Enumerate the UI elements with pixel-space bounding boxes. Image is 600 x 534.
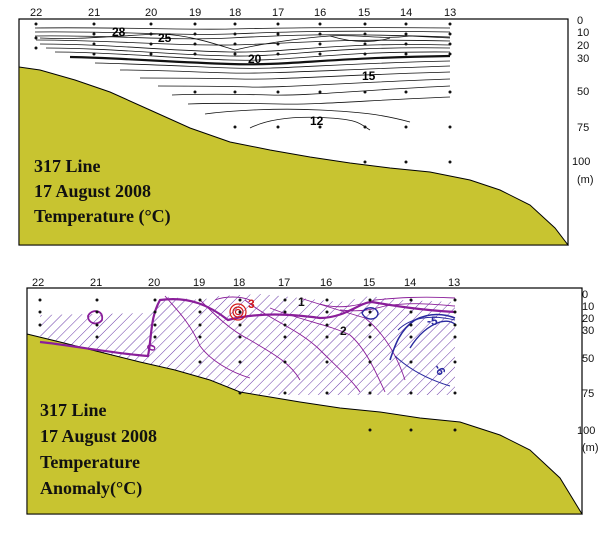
bottom-station-21: 21 xyxy=(90,277,102,289)
top-caption-line1: 317 Line xyxy=(34,156,101,176)
bottom-station-15: 15 xyxy=(363,277,375,289)
bottom-caption-line2: 17 August 2008 xyxy=(40,426,157,446)
bottom-station-22: 22 xyxy=(32,277,44,289)
bottom-contour-label-1: 1 xyxy=(298,295,305,309)
top-station-15: 15 xyxy=(358,7,370,19)
bottom-station-labels: 22 21 20 19 18 17 16 15 14 13 xyxy=(32,277,460,289)
top-caption: 317 Line 17 August 2008 Temperature (°C) xyxy=(34,156,171,227)
top-temperature-contours xyxy=(34,27,451,131)
top-station-17: 17 xyxy=(272,7,284,19)
top-station-13: 13 xyxy=(444,7,456,19)
top-depth-50: 50 xyxy=(577,86,589,98)
bottom-depth-100: 100 xyxy=(577,425,595,437)
top-depth-10: 10 xyxy=(577,27,589,39)
top-depth-labels: 0 10 20 30 50 75 100 (m) xyxy=(572,15,594,186)
top-depth-30: 30 xyxy=(577,53,589,65)
top-caption-line2: 17 August 2008 xyxy=(34,181,151,201)
bottom-station-16: 16 xyxy=(320,277,332,289)
top-station-labels: 22 21 20 19 18 17 16 15 14 13 xyxy=(30,7,456,19)
bottom-contour-label-3: 3 xyxy=(248,297,255,311)
top-caption-line3: Temperature (°C) xyxy=(34,206,171,227)
bottom-station-19: 19 xyxy=(193,277,205,289)
bottom-station-20: 20 xyxy=(148,277,160,289)
top-depth-100: 100 xyxy=(572,156,590,168)
top-seafloor xyxy=(18,66,570,246)
top-station-16: 16 xyxy=(314,7,326,19)
bottom-caption-line4: Anomaly(°C) xyxy=(40,478,142,499)
top-depth-0: 0 xyxy=(577,15,583,27)
bottom-contour-label-minus5: -5 xyxy=(427,314,438,328)
top-contour-label-25: 25 xyxy=(158,31,172,45)
top-station-14: 14 xyxy=(400,7,412,19)
bottom-anomaly-contours xyxy=(39,295,456,393)
bottom-depth-labels: 0 10 20 30 50 75 100 (m) xyxy=(577,289,599,454)
bottom-caption-line1: 317 Line xyxy=(40,400,107,420)
temperature-section-panel: 28 25 20 15 12 22 21 20 19 18 17 16 15 1… xyxy=(18,7,594,246)
bottom-caption-line3: Temperature xyxy=(40,452,140,472)
bottom-station-17: 17 xyxy=(278,277,290,289)
top-contour-label-28: 28 xyxy=(112,25,126,39)
top-station-18: 18 xyxy=(229,7,241,19)
bottom-depth-20: 20 xyxy=(582,313,594,325)
bottom-contour-label-2: 2 xyxy=(340,324,347,338)
top-contour-label-12: 12 xyxy=(310,114,324,128)
bottom-depth-10: 10 xyxy=(582,301,594,313)
bottom-contour-label-0: 0 xyxy=(144,342,160,353)
top-station-22: 22 xyxy=(30,7,42,19)
bottom-depth-75: 75 xyxy=(582,388,594,400)
bottom-depth-unit: (m) xyxy=(582,442,599,454)
top-station-19: 19 xyxy=(189,7,201,19)
bottom-station-13: 13 xyxy=(448,277,460,289)
top-sample-points xyxy=(34,22,452,164)
bottom-sample-points xyxy=(38,298,457,432)
bottom-depth-0: 0 xyxy=(582,289,588,301)
top-depth-75: 75 xyxy=(577,122,589,134)
bottom-depth-50: 50 xyxy=(582,353,594,365)
top-contour-label-15: 15 xyxy=(362,69,376,83)
top-depth-unit: (m) xyxy=(577,174,594,186)
top-contour-label-20: 20 xyxy=(248,52,262,66)
top-station-20: 20 xyxy=(145,7,157,19)
bottom-station-14: 14 xyxy=(404,277,416,289)
bottom-depth-30: 30 xyxy=(582,325,594,337)
top-station-21: 21 xyxy=(88,7,100,19)
bottom-seafloor xyxy=(26,333,583,515)
bottom-station-18: 18 xyxy=(233,277,245,289)
temperature-anomaly-panel: 0 3 1 2 -5 -6 22 21 20 19 18 17 16 15 14… xyxy=(26,277,599,515)
anomaly-hatched-region xyxy=(40,294,455,395)
top-depth-20: 20 xyxy=(577,40,589,52)
bottom-caption: 317 Line 17 August 2008 Temperature Anom… xyxy=(40,400,157,499)
